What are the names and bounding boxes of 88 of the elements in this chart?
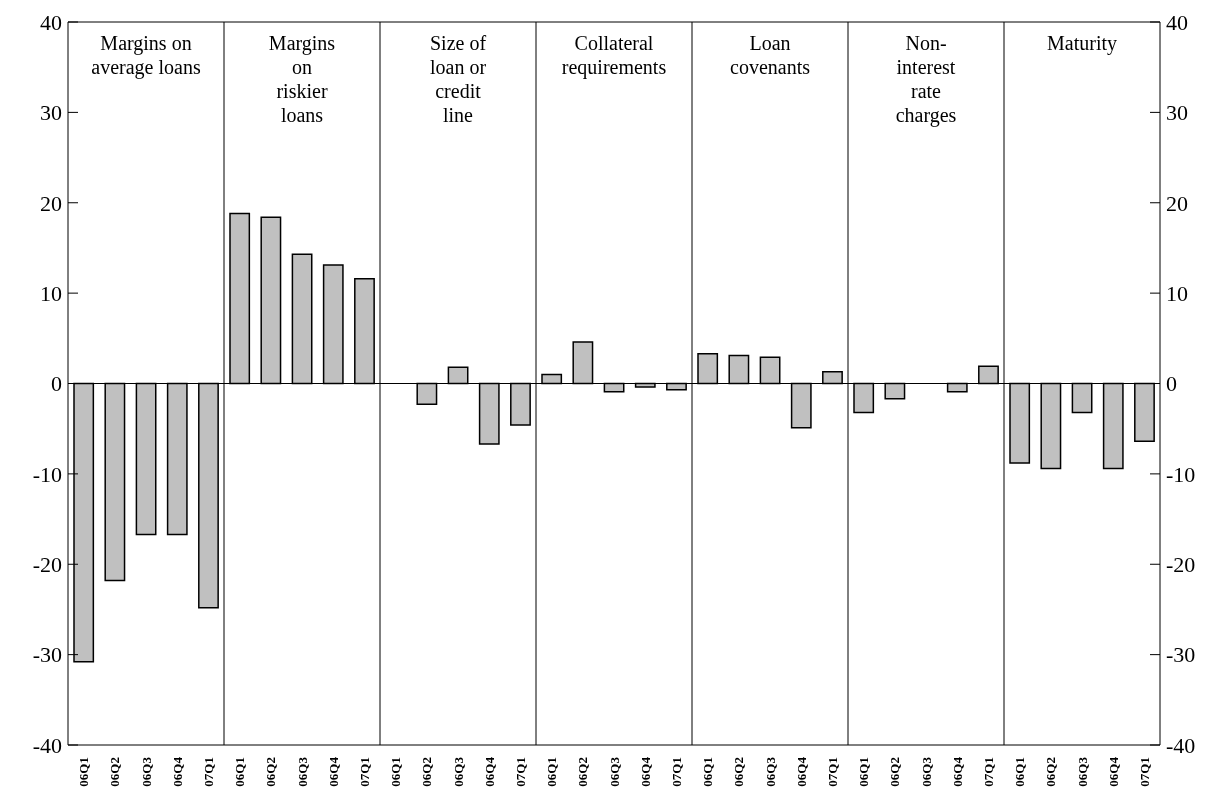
x-tick-label: 06Q4 [793,756,809,787]
bar [1071,382,1093,414]
annotation: Size of loan or credit line [429,32,487,126]
bar [1134,382,1155,443]
x-tick-label: 06Q2 [887,757,903,787]
x-tick-label: 07Q1 [668,757,684,787]
x-tick-label: 06Q2 [1043,757,1059,787]
x-tick-label: 06Q3 [1074,756,1090,787]
x-tick-label: 06Q3 [294,756,310,787]
annotation: Loan covenants [730,32,811,78]
bar [354,277,375,385]
y2-tick-label: -40 [1166,732,1196,758]
x-tick-label: 06Q3 [762,756,778,787]
x-tick-label: 06Q3 [450,756,466,787]
bar [1040,382,1062,470]
bar [666,382,687,391]
bar [790,382,812,429]
y2-tick-label: 30 [1166,100,1188,126]
x-tick-label: 06Q2 [107,757,123,787]
x-tick-label: 07Q1 [824,757,840,787]
annotation: Margins on average loans [91,32,201,79]
annotation: Margins on riskier loans [268,32,336,126]
bar [978,365,999,385]
bar [260,216,282,385]
y2-tick-label: -10 [1166,461,1196,487]
bar [447,366,469,385]
y-tick-label: -10 [32,461,62,487]
x-tick-label: 06Q3 [918,756,934,787]
x-tick-label: 06Q1 [700,757,716,787]
x-tick-label: 06Q2 [263,757,279,787]
annotation: Maturity [1047,32,1117,55]
y-tick-label: -20 [32,552,62,578]
bar [1009,382,1031,464]
y2-tick-label: 40 [1166,9,1188,35]
bar [416,382,438,406]
bar [478,382,500,445]
y2-tick-label: -30 [1166,642,1196,668]
y-tick-label: 10 [40,280,62,306]
y-tick-label: -40 [32,732,62,758]
x-tick-label: 07Q1 [200,757,216,787]
x-tick-label: 06Q3 [138,756,154,787]
x-tick-label: 06Q1 [76,757,92,787]
x-tick-label: 06Q4 [949,756,965,787]
bar [510,382,531,426]
x-tick-label: 07Q1 [512,757,528,787]
bar [229,212,251,385]
y-tick-label: 0 [51,371,62,397]
y2-tick-label: 10 [1166,280,1188,306]
bar [166,382,188,536]
bar [291,253,313,385]
bar [198,382,219,609]
x-tick-label: 06Q1 [388,757,404,787]
x-tick-label: 06Q4 [325,756,341,787]
x-tick-label: 06Q3 [606,756,622,787]
x-tick-label: 06Q1 [1012,757,1028,787]
y2-tick-label: -20 [1166,552,1196,578]
x-tick-label: 07Q1 [1136,757,1152,787]
y2-tick-label: 0 [1166,371,1177,397]
x-tick-label: 06Q4 [1105,756,1121,787]
bar [322,264,344,385]
bar [884,382,906,400]
y-tick-label: 20 [40,190,62,216]
annotation: Collateral requirements [561,32,667,79]
y-tick-label: -30 [32,642,62,668]
x-tick-label: 06Q4 [637,756,653,787]
bar [1102,382,1124,470]
bar [135,382,157,536]
y-tick-label: 30 [40,100,62,126]
x-tick-label: 06Q2 [575,757,591,787]
bar [822,371,843,385]
bar [104,382,126,582]
x-tick-label: 06Q4 [169,756,185,787]
x-tick-label: 06Q2 [419,757,435,787]
x-tick-label: 07Q1 [980,757,996,787]
x-tick-label: 06Q2 [731,757,747,787]
x-tick-label: 06Q1 [856,757,872,787]
annotation: Non- interest rate charges [895,32,957,127]
bar [728,354,750,385]
bar [697,352,719,385]
bar [572,341,594,385]
y2-tick-label: 20 [1166,190,1188,216]
x-tick-label: 06Q1 [544,757,560,787]
bar [853,382,875,414]
x-tick-label: 06Q1 [232,757,248,787]
bar [759,356,781,385]
y-tick-label: 40 [40,9,62,35]
x-tick-label: 06Q4 [481,756,497,787]
x-tick-label: 07Q1 [356,757,372,787]
